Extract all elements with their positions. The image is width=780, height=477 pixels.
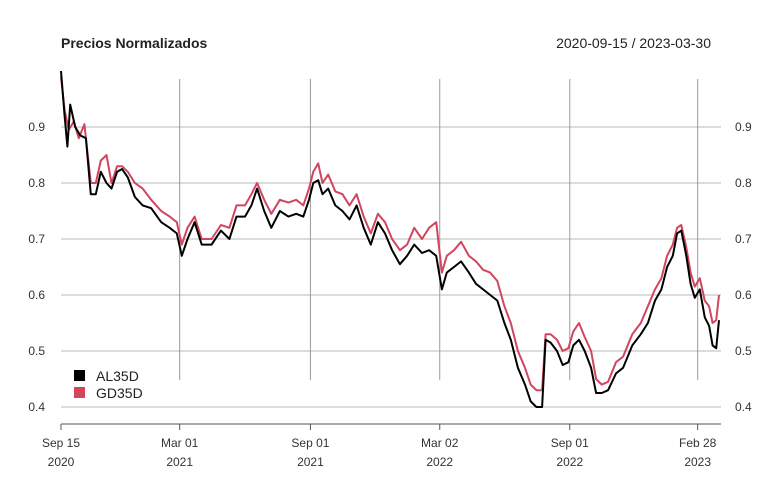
- x-tick-year-label: 2022: [556, 455, 583, 469]
- y-tick-label-left: 0.7: [28, 232, 45, 246]
- chart-title: Precios Normalizados: [61, 35, 208, 51]
- series-line-gd35d: [60, 76, 720, 392]
- x-tick-label: Feb 28: [679, 436, 717, 450]
- y-tick-label-left: 0.8: [28, 176, 45, 190]
- legend-swatch-al35d: [74, 370, 85, 381]
- x-tick-year-label: 2022: [426, 455, 453, 469]
- legend-swatch-gd35d: [74, 387, 85, 398]
- series-line-al35d: [60, 70, 720, 408]
- y-tick-label-right: 0.7: [735, 232, 752, 246]
- x-tick-year-label: 2021: [297, 455, 324, 469]
- y-tick-label-right: 0.6: [735, 288, 752, 302]
- x-tick-year-label: 2021: [166, 455, 193, 469]
- x-tick-label: Mar 01: [161, 436, 199, 450]
- grid: [61, 79, 721, 408]
- x-tick-label: Sep 01: [551, 436, 589, 450]
- legend-label-gd35d: GD35D: [96, 385, 143, 401]
- x-tick-label: Sep 15: [42, 436, 80, 450]
- series-lines: [60, 70, 720, 408]
- x-tick-year-label: 2023: [684, 455, 711, 469]
- axes: 0.4 0.4 0.5 0.5 0.6 0.6 0.7 0.7 0.8 0.8 0.9 0.9 Sep …: [28, 120, 752, 469]
- y-tick-label-left: 0.9: [28, 120, 45, 134]
- x-tick-year-label: 2020: [48, 455, 75, 469]
- y-tick-label-right: 0.4: [735, 400, 752, 414]
- y-tick-label-right: 0.5: [735, 344, 752, 358]
- chart-date-range: 2020-09-15 / 2023-03-30: [556, 35, 711, 51]
- y-tick-label-left: 0.5: [28, 344, 45, 358]
- y-tick-label-right: 0.8: [735, 176, 752, 190]
- legend-label-al35d: AL35D: [96, 368, 139, 384]
- x-tick-label: Mar 02: [421, 436, 459, 450]
- y-tick-label-left: 0.4: [28, 400, 45, 414]
- x-tick-label: Sep 01: [291, 436, 329, 450]
- y-tick-label-right: 0.9: [735, 120, 752, 134]
- y-tick-label-left: 0.6: [28, 288, 45, 302]
